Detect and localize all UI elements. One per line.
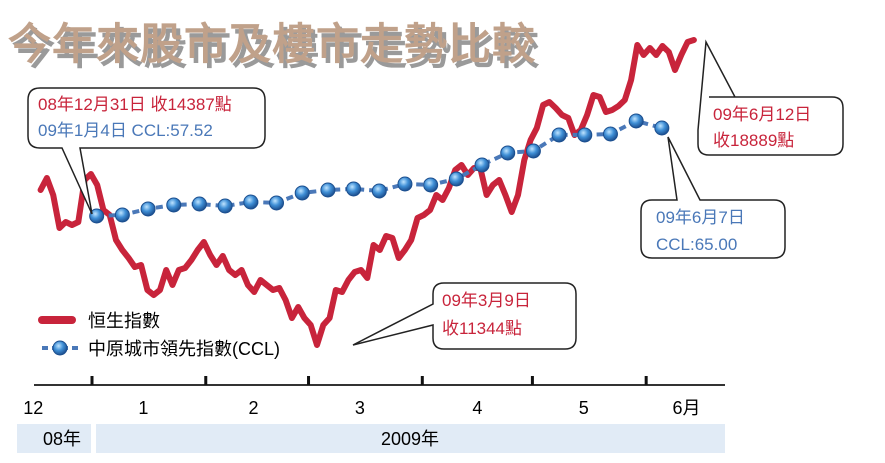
callout-ccl-end-line1: 09年6月7日 — [656, 208, 745, 227]
ccl-data-point — [654, 120, 670, 136]
year-label-2008: 08年 — [43, 429, 81, 449]
x-tick-label: 12 — [23, 398, 43, 418]
callout-hsi-high-line1: 09年6月12日 — [713, 105, 811, 124]
ccl-data-point — [602, 126, 618, 142]
ccl-data-point — [294, 185, 310, 201]
callout-hsi-high-line2: 收18889點 — [713, 131, 794, 150]
ccl-data-point — [448, 171, 464, 187]
callout-start-line2: 09年1月4日 CCL:57.52 — [38, 121, 213, 140]
legend-ccl-swatch-dot — [52, 340, 68, 356]
ccl-data-point — [423, 177, 439, 193]
callout-start-line1: 08年12月31日 收14387點 — [38, 95, 232, 114]
x-tick-label: 1 — [138, 398, 148, 418]
ccl-data-point — [191, 196, 207, 212]
ccl-data-point — [89, 208, 105, 224]
callout-start: 08年12月31日 收14387點 09年1月4日 CCL:57.52 — [27, 87, 266, 215]
ccl-data-point — [551, 127, 567, 143]
x-tick-label: 5 — [579, 398, 589, 418]
ccl-data-point — [371, 183, 387, 199]
x-tick-label: 2 — [248, 398, 258, 418]
ccl-data-point — [243, 194, 259, 210]
legend-hsi-label: 恒生指數 — [88, 311, 160, 331]
callout-hsi-low: 09年3月9日 收11344點 — [352, 282, 577, 350]
x-tick-label: 3 — [355, 398, 365, 418]
ccl-data-point — [577, 127, 593, 143]
ccl-data-point — [166, 197, 182, 213]
callout-ccl-end: 09年6月7日 CCL:65.00 — [640, 136, 786, 259]
year-band-2008 — [17, 424, 91, 453]
ccl-data-point — [320, 182, 336, 198]
legend-ccl-label: 中原城市領先指數(CCL) — [88, 339, 280, 359]
ccl-data-point — [114, 207, 130, 223]
callout-hsi-low-line1: 09年3月9日 — [442, 291, 531, 310]
ccl-data-point — [346, 181, 362, 197]
ccl-data-point — [217, 198, 233, 214]
year-label-2009: 2009年 — [381, 429, 439, 449]
ccl-data-point — [397, 176, 413, 192]
year-band-2009 — [96, 424, 725, 453]
hsi-series-line — [37, 37, 697, 348]
ccl-data-point — [500, 145, 516, 161]
x-tick-label: 6月 — [673, 398, 701, 418]
x-tick-label: 4 — [472, 398, 482, 418]
ccl-data-point — [525, 143, 541, 159]
legend: 恒生指數 中原城市領先指數(CCL) — [38, 311, 280, 359]
ccl-data-point — [269, 195, 285, 211]
ccl-data-point — [474, 157, 490, 173]
callout-hsi-high: 09年6月12日 收18889點 — [697, 39, 844, 156]
callout-hsi-low-line2: 收11344點 — [442, 319, 522, 338]
chart-title: 今年來股市及樓市走勢比較 — [8, 20, 536, 70]
ccl-data-point — [628, 113, 644, 129]
ccl-data-point — [140, 201, 156, 217]
callout-ccl-end-line2: CCL:65.00 — [656, 235, 737, 254]
